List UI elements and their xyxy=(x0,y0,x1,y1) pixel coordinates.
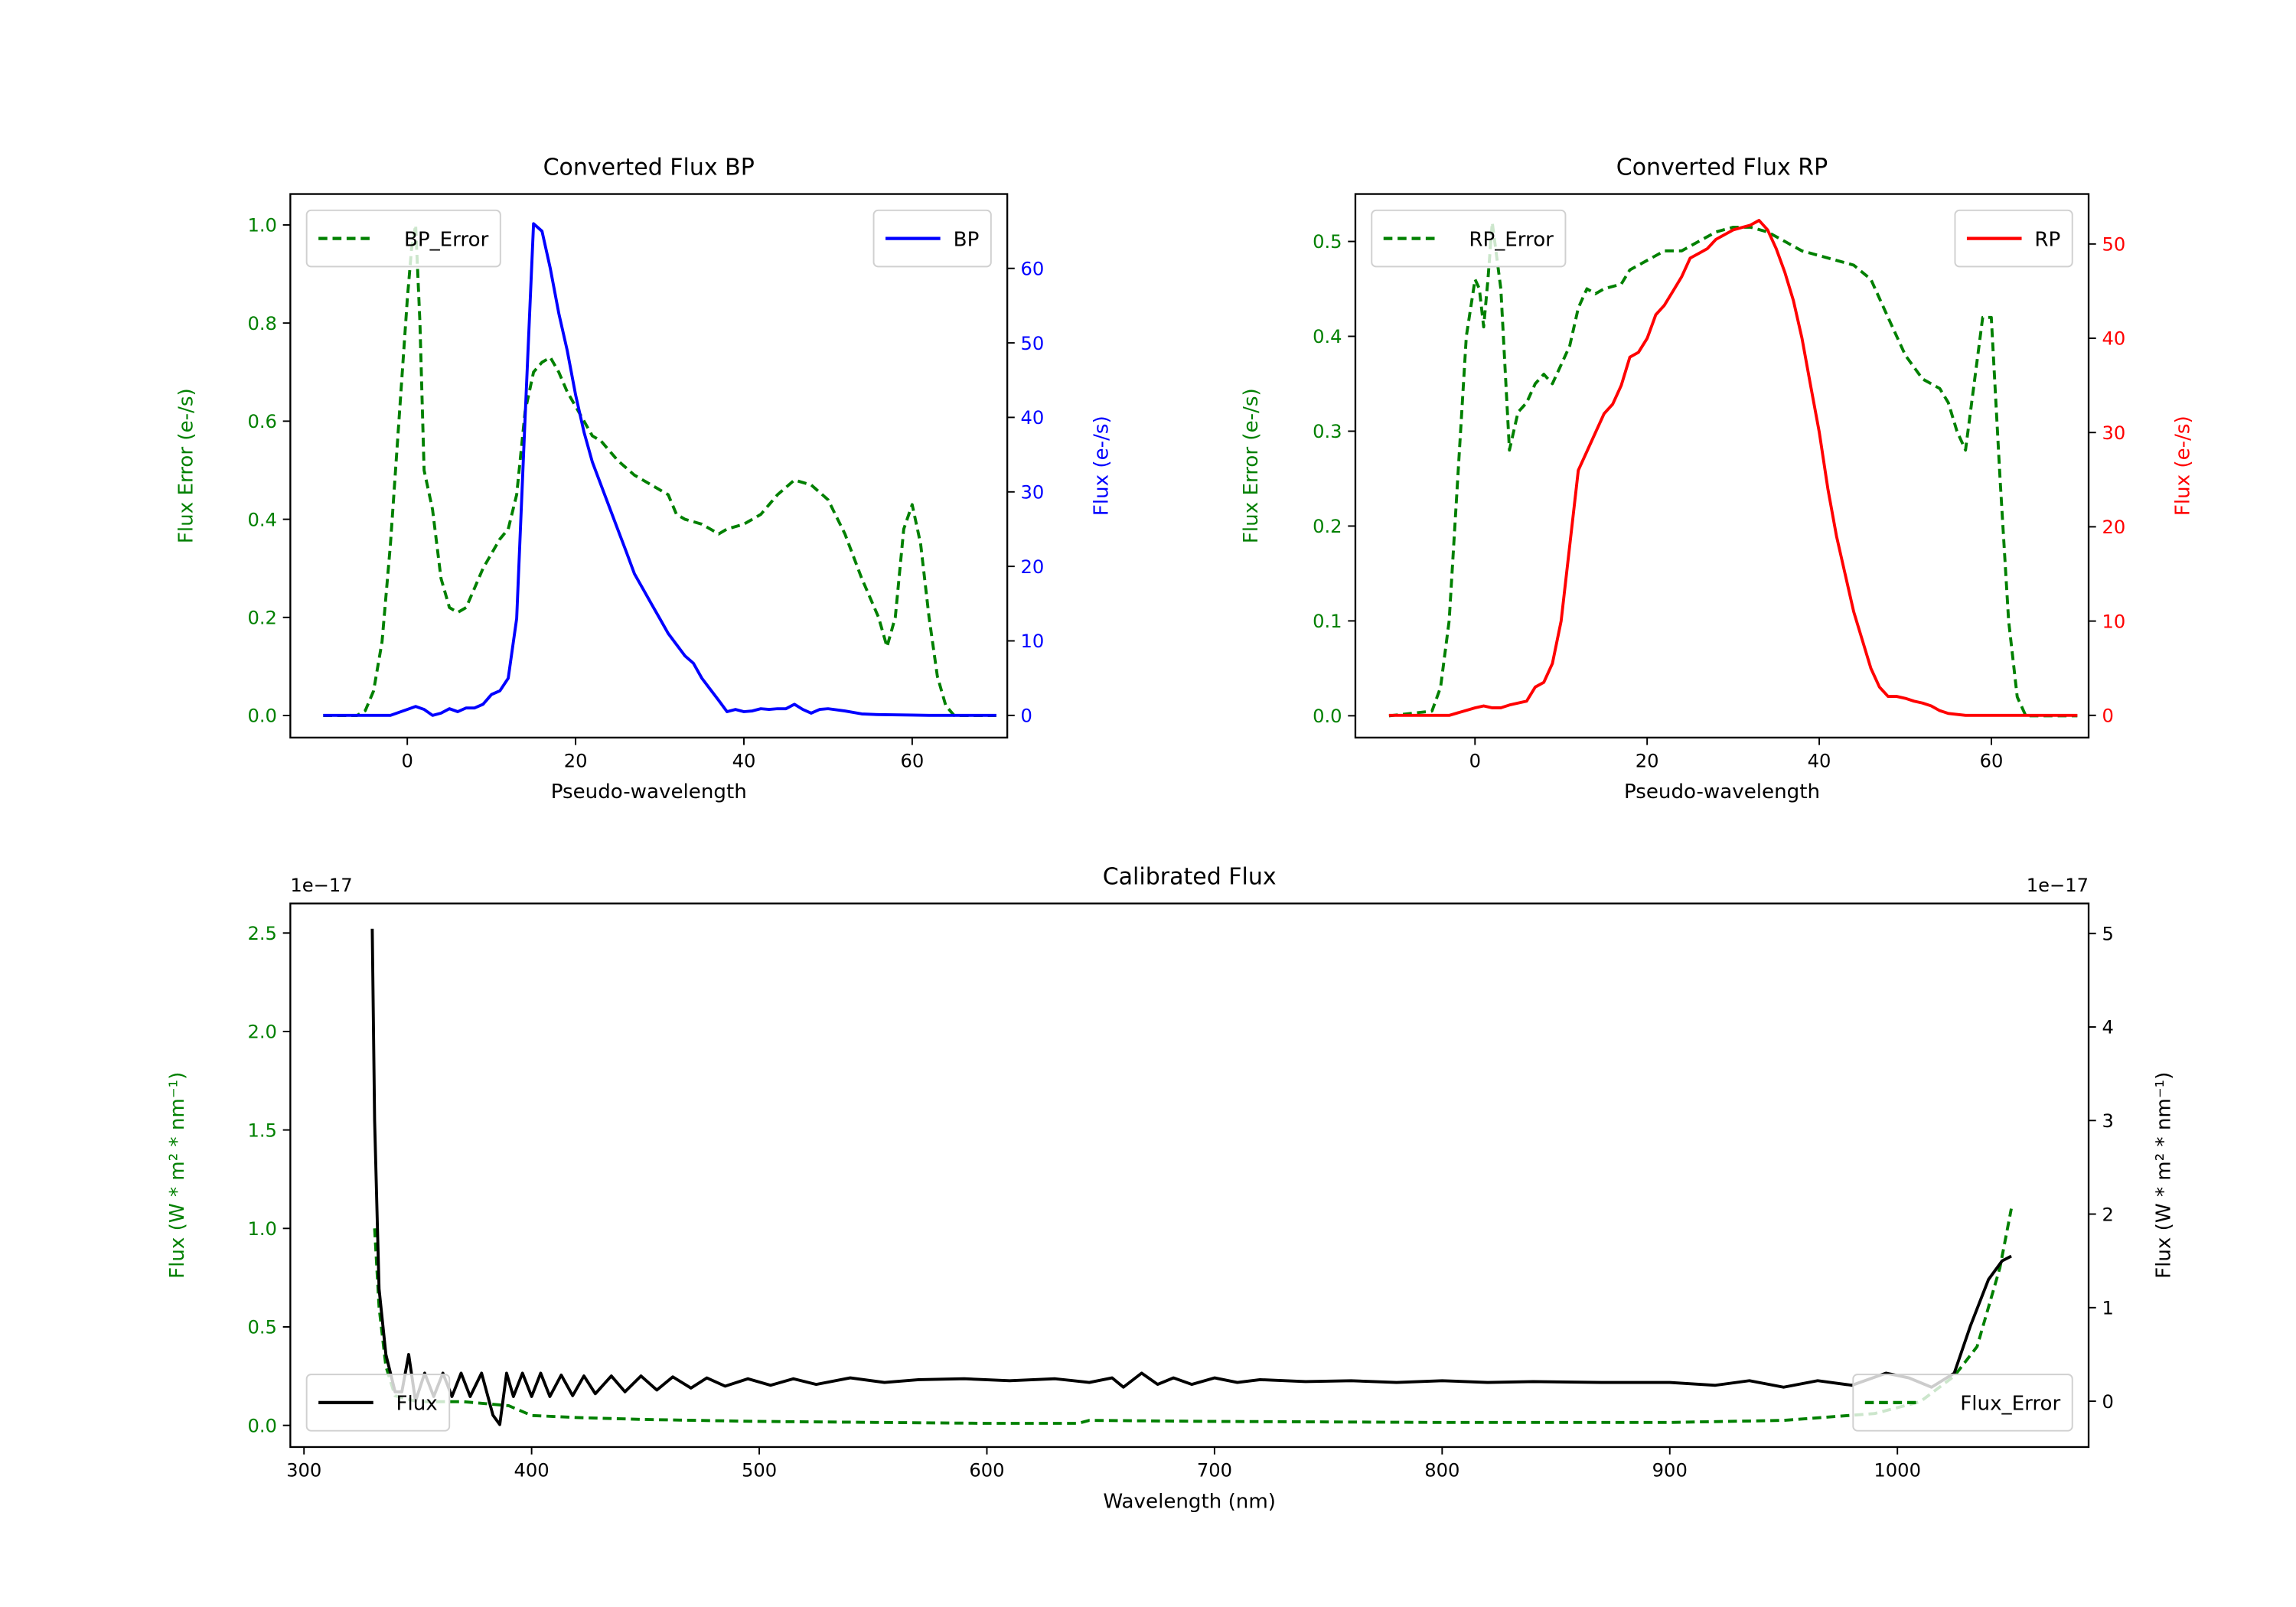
y-left-tick-label: 0.0 xyxy=(247,706,276,727)
x-tick-label: 60 xyxy=(900,751,924,772)
series-line-bp xyxy=(323,222,996,717)
chart-title: Converted Flux BP xyxy=(543,154,755,181)
x-tick-label: 1000 xyxy=(1874,1460,1921,1482)
legend-flux: Flux xyxy=(305,1374,451,1432)
x-axis-label: Pseudo-wavelength xyxy=(1624,781,1820,804)
x-tick-label: 600 xyxy=(969,1460,1004,1482)
y-left-tick-label: 2.0 xyxy=(247,1022,276,1043)
y-right-tick-label: 20 xyxy=(2102,517,2125,538)
y-left-tick-label: 0.4 xyxy=(247,509,276,530)
x-tick-label: 800 xyxy=(1424,1460,1459,1482)
series-line-flux xyxy=(370,928,2012,1426)
y-right-tick-label: 2 xyxy=(2102,1204,2113,1225)
y-right-offset-label: 1e−17 xyxy=(2027,875,2089,896)
y-right-axis-label: Flux (W * m² * nm⁻¹) xyxy=(2152,1072,2175,1279)
series-line-rp-error xyxy=(1388,220,2078,718)
y-left-tick-label: 0.3 xyxy=(1313,421,1342,442)
y-right-tick-label: 60 xyxy=(1021,258,1045,279)
x-axis-label: Wavelength (nm) xyxy=(1103,1490,1276,1513)
x-tick-label: 900 xyxy=(1652,1460,1688,1482)
legend-label: RP xyxy=(2034,228,2060,251)
chart-title: Converted Flux RP xyxy=(1616,154,1828,181)
y-left-offset-label: 1e−17 xyxy=(290,875,352,896)
x-tick-label: 400 xyxy=(514,1460,550,1482)
panel-converted-flux-bp: 0 20 40 60 0.0 0.2 0.4 0.6 0.8 1.0 0 10 20 30 40 50 60 Co… xyxy=(175,154,1114,804)
x-tick-label: 0 xyxy=(1469,751,1481,772)
chart-title: Calibrated Flux xyxy=(1103,863,1277,890)
legend-box xyxy=(1371,209,1567,268)
y-left-axis-label: Flux Error (e-/s) xyxy=(175,388,198,543)
axes-frame xyxy=(1354,193,2090,739)
y-right-tick-label: 50 xyxy=(2102,234,2125,256)
y-right-tick-label: 10 xyxy=(1021,631,1045,652)
y-left-tick-label: 0.6 xyxy=(247,411,276,432)
y-left-axis-label: Flux Error (e-/s) xyxy=(1240,388,1263,543)
y-left-tick-label: 0.2 xyxy=(247,608,276,629)
y-left-tick-label: 2.5 xyxy=(247,923,276,944)
axes-frame xyxy=(289,193,1009,739)
series-line-flux-error xyxy=(373,1208,2013,1425)
x-tick-label: 500 xyxy=(742,1460,777,1482)
x-tick-label: 700 xyxy=(1197,1460,1232,1482)
legend-rp: RP xyxy=(1954,209,2073,268)
y-left-tick-label: 0.0 xyxy=(247,1415,276,1436)
axes-frame xyxy=(289,902,2090,1449)
y-left-tick-label: 1.5 xyxy=(247,1120,276,1141)
y-right-tick-label: 0 xyxy=(1021,706,1032,727)
legend-box xyxy=(1852,1374,2073,1432)
y-left-tick-label: 0.0 xyxy=(1313,706,1342,727)
y-left-tick-label: 0.2 xyxy=(1313,516,1342,537)
y-right-tick-label: 3 xyxy=(2102,1110,2113,1132)
legend-label: Flux_Error xyxy=(1960,1393,2060,1416)
x-tick-label: 0 xyxy=(401,751,413,772)
x-tick-label: 300 xyxy=(286,1460,321,1482)
y-right-tick-label: 50 xyxy=(1021,333,1045,354)
y-right-tick-label: 40 xyxy=(1021,407,1045,429)
legend-box xyxy=(305,1374,451,1432)
x-tick-label: 40 xyxy=(732,751,756,772)
y-right-tick-label: 4 xyxy=(2102,1017,2113,1038)
y-left-tick-label: 0.5 xyxy=(1313,231,1342,253)
y-right-tick-label: 0 xyxy=(2102,706,2113,727)
x-tick-label: 20 xyxy=(564,751,588,772)
x-tick-label: 40 xyxy=(1808,751,1831,772)
x-axis-label: Pseudo-wavelength xyxy=(551,781,747,804)
series-line-bp-error xyxy=(323,223,996,717)
y-right-tick-label: 30 xyxy=(2102,422,2125,444)
y-right-tick-label: 5 xyxy=(2102,923,2113,944)
y-left-tick-label: 0.1 xyxy=(1313,611,1342,632)
legend-box xyxy=(305,209,501,268)
y-left-tick-label: 1.0 xyxy=(247,215,276,236)
y-right-tick-label: 20 xyxy=(1021,556,1045,578)
legend-rp-error: RP_Error xyxy=(1371,209,1567,268)
y-left-axis-label: Flux (W * m² * nm⁻¹) xyxy=(166,1072,189,1279)
y-right-tick-label: 40 xyxy=(2102,328,2125,350)
y-left-tick-label: 1.0 xyxy=(247,1218,276,1240)
y-left-tick-label: 0.5 xyxy=(247,1317,276,1338)
series-line-rp xyxy=(1388,219,2078,717)
legend-label: BP_Error xyxy=(404,228,489,251)
y-right-tick-label: 0 xyxy=(2102,1391,2113,1413)
legend-label: Flux xyxy=(396,1393,437,1416)
panel-converted-flux-rp: 0 20 40 60 0.0 0.1 0.2 0.3 0.4 0.5 0 10 20 30 40 50 Conv… xyxy=(1240,154,2194,804)
y-right-tick-label: 30 xyxy=(1021,481,1045,503)
y-left-tick-label: 0.8 xyxy=(247,313,276,334)
y-right-axis-label: Flux (e-/s) xyxy=(1091,416,1114,516)
y-left-tick-label: 0.4 xyxy=(1313,326,1342,347)
legend-label: BP xyxy=(954,228,980,251)
legend-bp-error: BP_Error xyxy=(305,209,501,268)
x-tick-label: 60 xyxy=(1980,751,2004,772)
panel-calibrated-flux: 300 400 500 600 700 800 900 1000 0.0 0.5 1.0 1.5 2.0… xyxy=(166,863,2175,1513)
y-right-tick-label: 1 xyxy=(2102,1298,2113,1319)
legend-label: RP_Error xyxy=(1469,228,1554,251)
legend-flux-error: Flux_Error xyxy=(1852,1374,2073,1432)
legend-bp: BP xyxy=(872,209,992,268)
y-right-axis-label: Flux (e-/s) xyxy=(2172,416,2195,516)
y-right-tick-label: 10 xyxy=(2102,611,2125,632)
x-tick-label: 20 xyxy=(1636,751,1659,772)
